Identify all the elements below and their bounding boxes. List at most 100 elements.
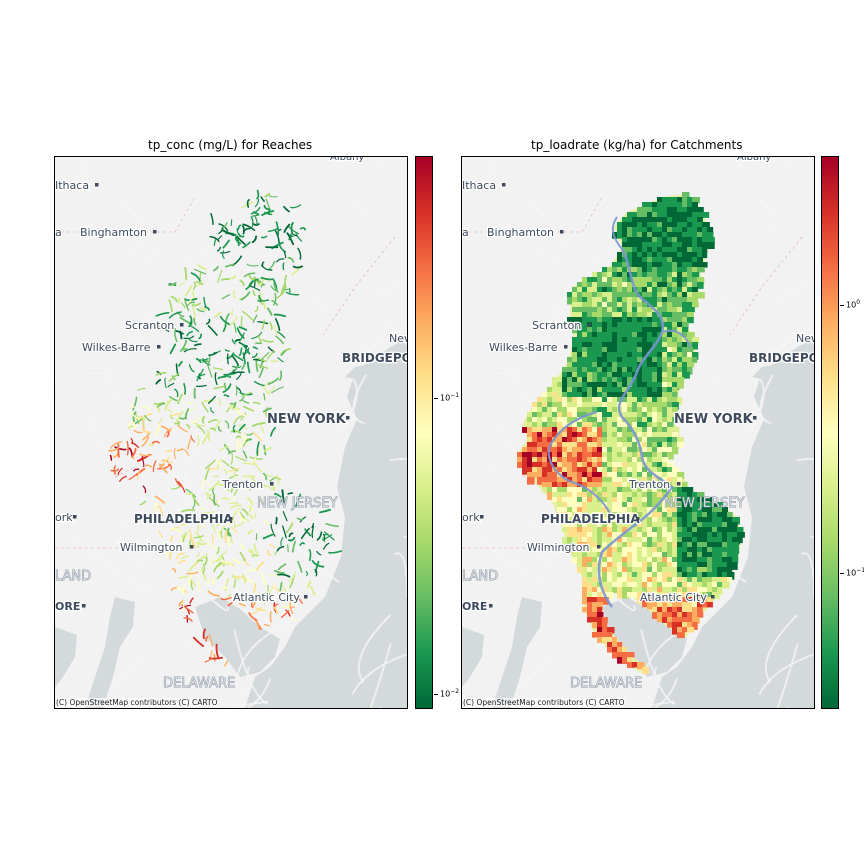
map-label-atlantic-city: Atlantic City bbox=[233, 591, 300, 604]
catchment-cell bbox=[632, 327, 640, 335]
catchment-cell bbox=[672, 377, 678, 384]
catchment-cell bbox=[647, 592, 654, 599]
catchment-cell bbox=[712, 537, 720, 543]
catchment-cell bbox=[647, 362, 655, 369]
left-map[interactable]: Albany Ithaca Binghamton a Scranton Wilkes-Ba… bbox=[54, 156, 408, 709]
catchment-cell bbox=[652, 547, 660, 554]
catchment-cell bbox=[667, 537, 675, 543]
catchment-cell bbox=[662, 577, 668, 583]
catchment-cell bbox=[527, 452, 535, 458]
reach-segment bbox=[268, 529, 274, 535]
catchment-cell bbox=[587, 347, 595, 352]
reach-segment bbox=[295, 231, 303, 242]
reach-segment bbox=[227, 561, 235, 568]
catchment-cell bbox=[537, 402, 545, 410]
catchment-cell bbox=[647, 417, 655, 423]
map-label-new-jersey: NEW JERSEY bbox=[257, 496, 337, 511]
reach-segment bbox=[239, 332, 245, 342]
catchment-cell bbox=[667, 567, 673, 573]
catchment-cell bbox=[672, 272, 679, 280]
catchment-cell bbox=[657, 217, 664, 225]
reach-segment bbox=[262, 385, 270, 395]
catchment-cell bbox=[647, 247, 654, 254]
catchment-cell bbox=[607, 497, 614, 503]
catchment-cell bbox=[647, 207, 655, 214]
catchment-cell bbox=[717, 572, 724, 580]
right-map[interactable]: Albany Ithaca Binghamton a Scranton Wilkes-Ba… bbox=[461, 156, 815, 709]
catchment-cell bbox=[617, 507, 625, 515]
catchment-cell bbox=[657, 447, 663, 454]
catchment-cell bbox=[677, 627, 684, 635]
catchment-cell bbox=[657, 277, 664, 284]
reach-segment bbox=[263, 392, 266, 401]
catchment-cell bbox=[722, 567, 727, 575]
catchment-cell bbox=[657, 457, 665, 463]
catchment-cell bbox=[672, 212, 678, 219]
catchment-cell bbox=[567, 402, 574, 410]
reach-segment bbox=[158, 326, 170, 333]
catchment-cell bbox=[732, 552, 739, 558]
catchment-cell bbox=[572, 412, 579, 420]
catchment-cell bbox=[672, 512, 680, 520]
reach-segment bbox=[186, 615, 189, 623]
catchment-cell bbox=[667, 257, 675, 263]
catchment-cell bbox=[597, 512, 603, 519]
catchment-cell bbox=[552, 472, 559, 480]
catchment-cell bbox=[582, 357, 590, 365]
map-label-new-york: NEW YORK bbox=[674, 412, 754, 427]
reach-segment bbox=[254, 198, 260, 208]
reach-segment bbox=[217, 426, 222, 432]
catchment-cell bbox=[617, 362, 625, 368]
catchment-cell bbox=[647, 537, 653, 544]
catchment-cell bbox=[602, 472, 610, 480]
catchment-cell bbox=[622, 657, 629, 664]
catchment-cell bbox=[727, 552, 734, 558]
catchment-cell bbox=[682, 292, 688, 298]
catchment-cell bbox=[657, 507, 664, 515]
catchment-cell bbox=[677, 352, 684, 358]
catchment-cell bbox=[682, 557, 690, 565]
catchment-cell bbox=[652, 227, 660, 235]
catchment-cell bbox=[562, 497, 569, 503]
catchment-cell bbox=[647, 582, 655, 590]
catchment-cell bbox=[607, 307, 615, 314]
catchment-cell bbox=[647, 457, 654, 463]
catchment-cell bbox=[687, 507, 695, 513]
catchment-cell bbox=[582, 562, 590, 568]
catchment-cell bbox=[647, 452, 654, 460]
catchment-cell bbox=[727, 547, 734, 553]
reach-segment bbox=[252, 583, 257, 593]
reach-segment bbox=[186, 401, 195, 405]
reach-segment bbox=[260, 264, 273, 271]
city-marker-icon bbox=[489, 604, 493, 608]
catchment-cell bbox=[652, 207, 659, 214]
catchment-cell bbox=[622, 302, 629, 308]
reach-segment bbox=[251, 331, 263, 340]
catchment-cell bbox=[642, 307, 650, 314]
catchment-cell bbox=[602, 637, 609, 643]
delaware-river-mainstem bbox=[597, 248, 674, 608]
catchment-cell bbox=[572, 482, 580, 489]
catchment-cell bbox=[662, 617, 670, 623]
catchment-cell bbox=[652, 457, 658, 463]
catchment-cell bbox=[617, 227, 624, 233]
catchment-cell bbox=[702, 517, 709, 524]
map-label-philadelphia: PHILADELPHIA bbox=[541, 512, 640, 526]
catchment-cell bbox=[677, 587, 684, 595]
map-label-delaware: DELAWARE bbox=[570, 676, 642, 691]
catchment-cell bbox=[652, 297, 659, 304]
map-label-binghamton: Binghamton bbox=[487, 226, 554, 239]
catchment-cell bbox=[632, 252, 639, 260]
catchment-cell bbox=[522, 427, 529, 433]
catchment-cell bbox=[622, 447, 630, 455]
catchment-cell bbox=[652, 502, 658, 510]
reach-segment bbox=[282, 525, 287, 539]
catchment-cell bbox=[682, 612, 689, 617]
reach-segment bbox=[109, 454, 113, 461]
catchment-cell bbox=[537, 397, 544, 404]
reach-segment bbox=[288, 571, 296, 582]
catchment-cell bbox=[662, 512, 669, 519]
reach-segment bbox=[242, 223, 256, 231]
catchment-cell bbox=[632, 662, 640, 668]
catchment-cell bbox=[607, 642, 615, 650]
